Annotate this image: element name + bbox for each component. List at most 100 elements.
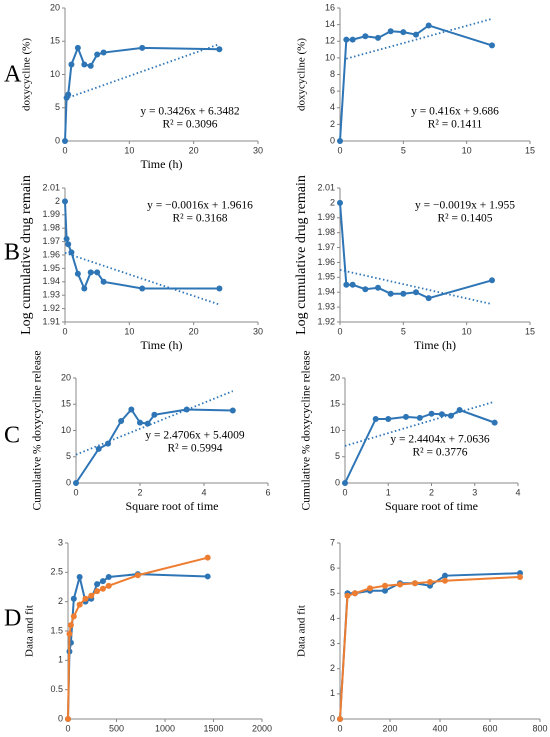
data-point (105, 582, 112, 589)
data-point (99, 578, 106, 585)
data-point (342, 480, 348, 486)
x-tick-label: 1000 (155, 723, 175, 733)
data-point (442, 572, 448, 579)
x-axis-label: Time (min) (413, 735, 468, 737)
y-tick-label: 1.99 (42, 209, 60, 219)
x-tick-label: 10 (462, 326, 472, 336)
y-tick-label: 1.96 (42, 249, 60, 259)
data-point (67, 622, 74, 629)
y-axis-label: doxycycline (%) (21, 38, 33, 111)
data-point (216, 46, 223, 53)
x-tick-label: 15 (525, 326, 535, 336)
y-tick-label: 4 (330, 102, 335, 112)
y-tick-label: 4 (330, 613, 335, 623)
trend-line (75, 390, 234, 456)
trend-line (346, 17, 493, 60)
y-tick-label: 1 (58, 655, 63, 665)
data-point (400, 290, 407, 297)
x-tick-label: 0 (337, 723, 342, 733)
data-point (76, 574, 83, 581)
data-point (134, 572, 141, 579)
x-tick-label: 6 (265, 487, 270, 497)
y-tick-label: 0 (55, 135, 60, 145)
y-tick-label: 1.96 (317, 257, 335, 267)
y-tick-label: 1.92 (317, 316, 335, 326)
data-point (416, 414, 423, 421)
data-point (402, 413, 409, 420)
series-line (75, 407, 233, 484)
x-tick-label: 600 (482, 723, 497, 733)
data-point (442, 577, 448, 584)
data-point (70, 595, 77, 602)
x-tick-label: 2 (137, 487, 142, 497)
y-tick-label: 6 (330, 86, 335, 96)
y-axis-label: Cumulative % doxycycline release (32, 351, 44, 511)
data-point (375, 284, 381, 291)
data-point (349, 36, 356, 43)
data-point (99, 585, 106, 592)
y-tick-label: 0 (330, 135, 335, 145)
data-point (100, 49, 107, 56)
data-point (413, 31, 419, 38)
y-tick-label: 1.98 (42, 223, 60, 233)
y-axis-label: Data and fit (24, 605, 36, 657)
y-tick-label: 1.98 (317, 227, 335, 237)
trend-equation: R² = 0.1405 (438, 213, 493, 225)
x-tick-label: 1500 (203, 723, 223, 733)
data-point (105, 574, 112, 581)
data-point (94, 581, 101, 588)
y-tick-label: 0.5 (50, 684, 63, 694)
trend-equation: R² = 0.3096 (163, 119, 218, 131)
y-tick-label: 15 (50, 36, 60, 46)
data-point (400, 29, 407, 36)
data-point (425, 295, 432, 302)
y-tick-label: 0 (330, 713, 335, 723)
data-point (343, 36, 350, 43)
data-point (68, 61, 75, 68)
trend-equation: y = 0.416x + 9.686 (411, 106, 499, 118)
x-tick-label: 10 (462, 145, 472, 155)
data-point (387, 290, 394, 297)
trend-equation: R² = 0.3168 (173, 213, 228, 225)
x-tick-label: 400 (432, 723, 447, 733)
data-point (144, 420, 151, 427)
data-point (352, 590, 358, 597)
y-tick-label: 1.92 (42, 303, 60, 313)
data-point (344, 592, 351, 599)
x-tick-label: 1 (386, 487, 391, 497)
data-point (337, 199, 343, 206)
x-tick-label: 0 (337, 326, 342, 336)
data-point (229, 407, 236, 414)
data-point (438, 411, 445, 418)
trend-equation: y = 0.3426x + 6.3482 (140, 106, 239, 118)
trend-equation: R² = 0.5994 (168, 443, 223, 455)
data-point (412, 580, 418, 587)
data-point (139, 285, 146, 292)
data-point (425, 22, 432, 29)
data-point (128, 406, 135, 413)
data-point (94, 51, 101, 58)
x-tick-label: 4 (515, 487, 520, 497)
series-line (339, 575, 521, 720)
data-point (65, 716, 71, 722)
y-tick-label: 16 (325, 2, 335, 12)
y-tick-label: 2 (58, 596, 63, 606)
series-line (339, 572, 521, 720)
y-tick-label: 2 (330, 119, 335, 129)
y-tick-label: 8 (330, 69, 335, 79)
data-point (489, 277, 495, 284)
y-tick-label: 3 (58, 537, 63, 547)
x-tick-label: 2 (429, 487, 434, 497)
data-point (95, 445, 102, 452)
x-axis-label: Time (min) (138, 735, 193, 737)
x-tick-label: 30 (253, 326, 263, 336)
y-axis-label: doxycycline (%) (296, 38, 308, 111)
data-point (94, 269, 101, 276)
y-tick-label: 20 (50, 2, 60, 12)
x-tick-label: 200 (382, 723, 397, 733)
x-tick-label: 2000 (252, 723, 272, 733)
series-line (339, 24, 493, 142)
trend-line (64, 43, 220, 100)
data-point (62, 138, 68, 144)
trend-line (64, 252, 220, 306)
